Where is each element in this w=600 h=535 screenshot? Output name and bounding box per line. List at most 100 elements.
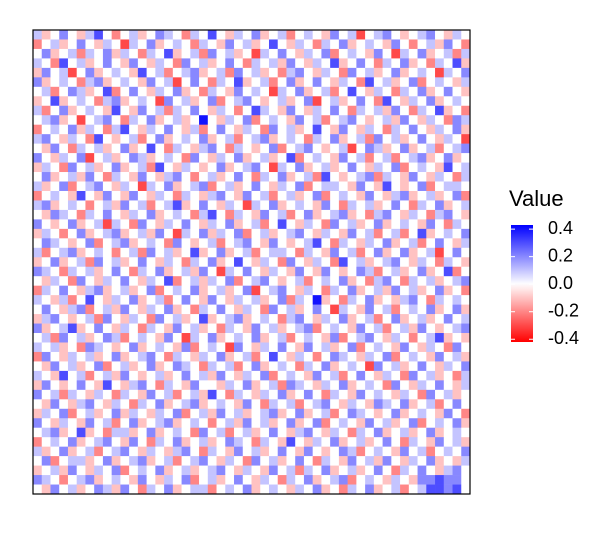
cell xyxy=(94,67,104,78)
cell xyxy=(33,323,43,334)
cell xyxy=(303,361,313,372)
cell xyxy=(190,134,200,144)
cell xyxy=(172,285,182,296)
cell xyxy=(277,427,287,438)
cell xyxy=(295,134,305,144)
cell xyxy=(225,418,235,429)
cell xyxy=(303,172,313,182)
cell xyxy=(382,380,392,391)
cell xyxy=(85,190,95,201)
cell xyxy=(391,333,401,343)
cell xyxy=(120,238,130,249)
cell xyxy=(33,399,43,410)
cell xyxy=(260,172,270,182)
cell xyxy=(356,209,366,220)
cell xyxy=(426,143,436,154)
cell xyxy=(85,153,95,163)
cell xyxy=(120,418,130,429)
cell xyxy=(155,124,165,135)
cell xyxy=(321,418,331,429)
cell xyxy=(67,370,77,381)
cell xyxy=(59,295,69,305)
cell xyxy=(129,181,139,192)
cell xyxy=(330,96,340,107)
cell xyxy=(67,304,77,315)
cell xyxy=(137,257,147,268)
cell xyxy=(461,285,471,296)
cell xyxy=(373,399,383,410)
cell xyxy=(50,134,60,144)
cell xyxy=(216,361,226,372)
cell xyxy=(260,181,270,192)
cell xyxy=(356,67,366,78)
cell xyxy=(260,370,270,381)
cell xyxy=(312,190,322,201)
cell xyxy=(443,219,453,230)
cell xyxy=(190,162,200,173)
cell xyxy=(137,86,147,97)
cell xyxy=(59,228,69,239)
cell xyxy=(356,200,366,211)
cell xyxy=(321,266,331,277)
cell xyxy=(85,115,95,125)
cell xyxy=(365,475,375,485)
cell xyxy=(268,30,279,40)
cell xyxy=(417,77,427,88)
cell xyxy=(303,247,313,258)
cell xyxy=(347,172,357,182)
cell xyxy=(181,96,191,107)
cell xyxy=(321,370,331,381)
cell xyxy=(146,48,156,59)
cell xyxy=(312,418,322,429)
cell xyxy=(251,418,261,429)
cell xyxy=(417,96,427,107)
cell xyxy=(347,285,357,296)
cell xyxy=(234,323,244,334)
cell xyxy=(216,209,226,220)
cell xyxy=(190,219,200,230)
cell xyxy=(277,124,287,135)
cell xyxy=(172,408,182,419)
cell xyxy=(391,247,401,258)
cell xyxy=(382,484,392,495)
cell xyxy=(137,484,147,495)
cell xyxy=(242,295,252,305)
cell xyxy=(207,304,217,315)
cell xyxy=(41,333,51,343)
cell xyxy=(190,456,200,466)
cell xyxy=(268,408,279,419)
cell xyxy=(164,323,174,334)
cell xyxy=(268,370,279,381)
cell xyxy=(251,389,261,400)
cell xyxy=(260,484,270,495)
cell xyxy=(461,86,471,97)
cell xyxy=(225,209,235,220)
cell xyxy=(277,465,287,476)
cell xyxy=(268,484,279,495)
cell xyxy=(251,304,261,315)
cell xyxy=(435,408,445,419)
cell xyxy=(277,342,287,353)
cell xyxy=(207,475,217,485)
cell xyxy=(347,266,357,277)
cell xyxy=(260,247,270,258)
cell xyxy=(207,143,217,154)
cell xyxy=(286,153,296,163)
cell xyxy=(216,314,226,324)
cell xyxy=(85,370,95,381)
cell xyxy=(295,190,305,201)
cell xyxy=(216,266,226,277)
cell xyxy=(129,200,139,211)
cell xyxy=(120,314,130,324)
cell xyxy=(303,314,313,324)
cell xyxy=(111,380,121,391)
cell xyxy=(181,323,191,334)
cell xyxy=(146,484,156,495)
cell xyxy=(417,370,427,381)
cell xyxy=(137,67,147,78)
cell xyxy=(400,427,410,438)
cell xyxy=(242,276,252,286)
cell xyxy=(365,314,375,324)
cell xyxy=(435,295,445,305)
cell xyxy=(268,209,279,220)
